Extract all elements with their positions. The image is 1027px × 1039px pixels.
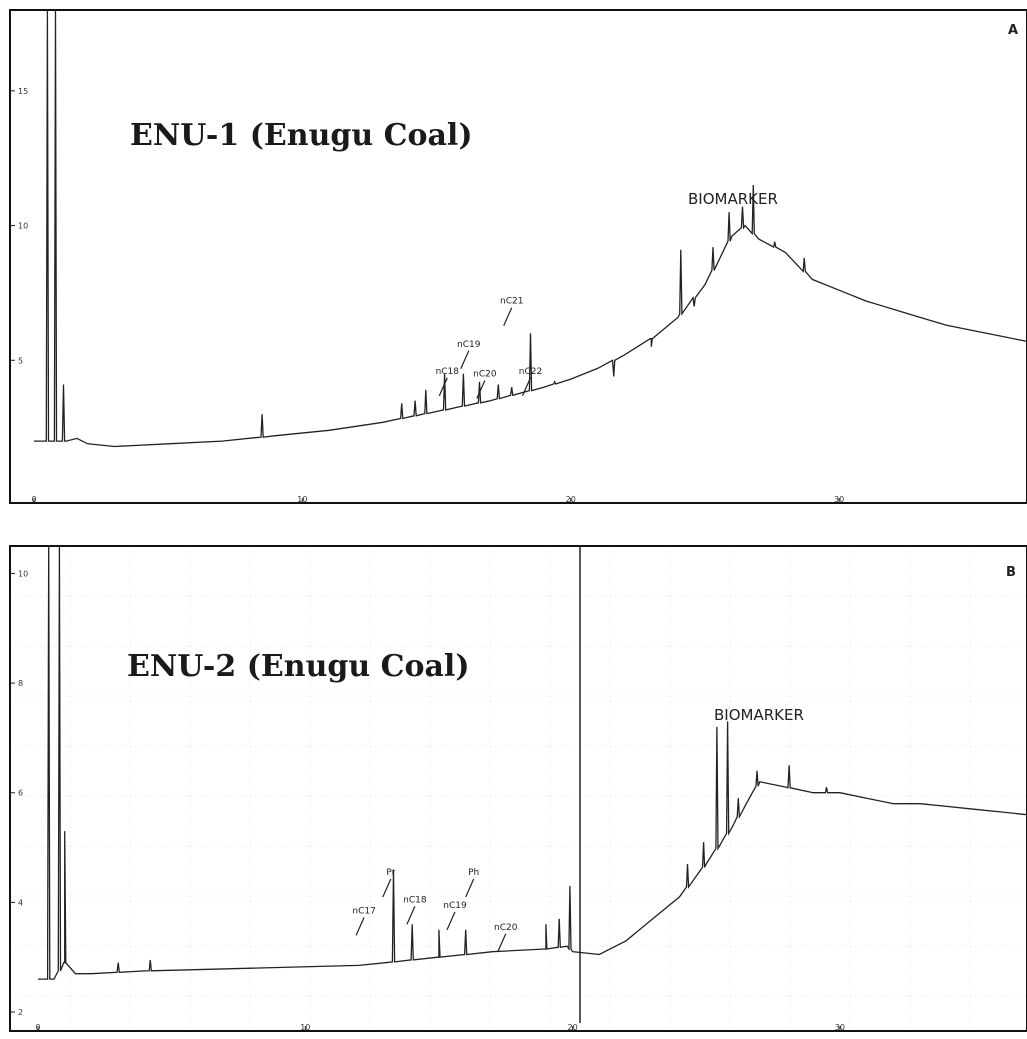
panel-frame: [9, 9, 1027, 504]
peak-leader-line: [446, 911, 456, 931]
peak-label: nC21: [500, 297, 523, 307]
y-tick-label: 2: [18, 1008, 23, 1017]
panel-title: ENU-2 (Enugu Coal): [127, 649, 470, 684]
peak-label: nC19: [443, 901, 467, 911]
peak-label: nC18: [403, 895, 427, 905]
peak-label: Ph: [468, 868, 479, 878]
y-tick-label: 4: [18, 898, 23, 907]
peak-leader-line: [460, 350, 470, 370]
biomarker-annotation: BIOMARKER: [688, 190, 778, 208]
y-tick-label: 10: [18, 222, 28, 231]
peak-leader-line: [503, 307, 513, 326]
grid: [10, 546, 1027, 1031]
chromatogram-trace: [34, 9, 1027, 448]
x-tick-label: 30: [835, 1023, 845, 1032]
peak-label: nC17: [352, 906, 375, 916]
biomarker-annotation: BIOMARKER: [714, 706, 804, 724]
x-tick-label: 30: [834, 495, 844, 504]
peak-leader-line: [521, 377, 532, 396]
peak-leader-line: [497, 933, 507, 953]
y-tick-label: 15: [18, 87, 28, 96]
chart-panel-b: 0 10 20 30 2 4 6 8 10 Pr Ph nC17 nC18 nC19 nC20 ENU-2 (…: [9, 545, 1027, 1032]
peak-label: nC22: [519, 367, 542, 377]
y-tick-label: 6: [18, 789, 23, 798]
x-tick-label: 10: [297, 495, 307, 504]
y-tick-label: 10: [18, 569, 28, 578]
y-tick-label: 5: [18, 356, 23, 365]
y-tick-label: 8: [18, 679, 23, 688]
peak-label: nC20: [494, 923, 518, 933]
x-tick-label: 0: [35, 1023, 40, 1032]
peak-label: nC20: [473, 369, 497, 379]
peak-label: Pr: [386, 868, 395, 878]
peak-label: nC18: [436, 367, 460, 377]
peak-label: nC19: [457, 340, 481, 350]
panel-letter: A: [1008, 23, 1018, 38]
x-tick-label: 20: [568, 1023, 578, 1032]
panel-letter: B: [1006, 565, 1016, 580]
panel-title: ENU-1 (Enugu Coal): [130, 118, 473, 153]
x-tick-label: 0: [31, 495, 36, 504]
peak-leader-line: [355, 917, 365, 936]
peak-leader-line: [382, 878, 392, 898]
x-tick-label: 10: [300, 1023, 310, 1032]
peak-leader-line: [465, 878, 475, 898]
panel-frame: [9, 545, 1027, 1032]
x-tick-label: 20: [566, 495, 576, 504]
peak-leader-line: [406, 906, 416, 925]
chart-panel-a: 0 10 20 30 5 10 15 nC18 nC19 nC20 nC21 nC22 ENU-1 (E…: [9, 9, 1027, 504]
chromatogram-trace: [38, 545, 1027, 980]
peak-leader-line: [476, 380, 486, 399]
peak-leader-line: [438, 377, 448, 396]
